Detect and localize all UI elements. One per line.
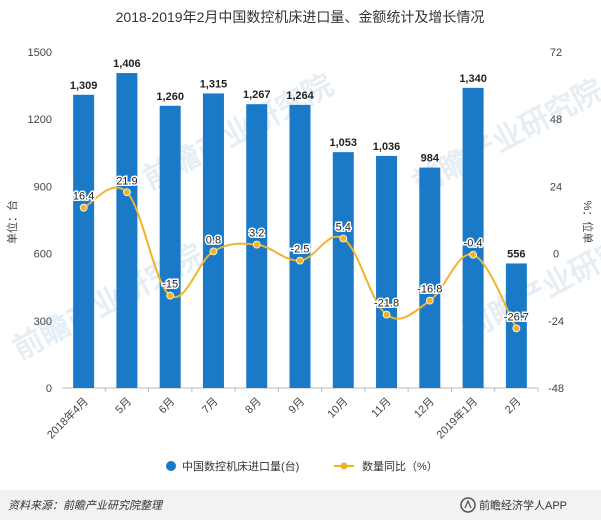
brand-logo-icon	[460, 497, 476, 513]
bar-value-label: 556	[507, 248, 525, 260]
left-tick-label: 600	[34, 249, 52, 261]
line-point	[425, 296, 434, 305]
line-point	[123, 188, 131, 197]
line-point	[339, 234, 348, 243]
left-tick-label: 900	[34, 181, 52, 193]
line-value-label: 21.9	[116, 175, 137, 187]
legend-line-label: 数量同比（%）	[362, 460, 438, 473]
x-tick-label: 7月	[200, 396, 221, 417]
bar	[332, 152, 354, 388]
bar-value-label: 1,036	[373, 141, 401, 153]
line-value-label: 0.8	[206, 234, 221, 246]
x-tick-label: 6月	[157, 396, 178, 417]
bar-value-label: 1,264	[286, 90, 314, 102]
line-value-label: -0.4	[464, 238, 483, 250]
left-axis-label: 单位：台	[5, 200, 19, 244]
x-tick-label: 10月	[325, 396, 350, 421]
line-layer: 16.4 21.9 -15 0.8 3.2 -2.5 5.4 -21.8 -16.8 -0.4 -2…	[71, 174, 530, 333]
x-tick-label: 2019年1月	[433, 394, 480, 441]
right-tick-label: 0	[553, 249, 559, 261]
line-value-label: 5.4	[336, 221, 351, 233]
line-value-label: 16.4	[73, 191, 94, 203]
bar-value-label: 1,053	[330, 137, 358, 149]
line-value-label: -21.8	[374, 298, 399, 310]
line-value-label: -16.8	[417, 284, 442, 296]
line-point	[296, 256, 304, 265]
bar-value-label: 1,315	[200, 78, 228, 90]
legend-bar-swatch	[166, 461, 176, 471]
right-tick-label: 48	[550, 114, 562, 126]
legend: 中国数控机床进口量(台) 数量同比（%）	[166, 459, 438, 473]
line-value-label: -2.5	[291, 244, 310, 256]
line-point	[382, 310, 391, 319]
line-point	[166, 291, 175, 300]
bar	[462, 87, 484, 388]
line-value-label: -26.7	[504, 311, 529, 323]
legend-line-marker	[340, 462, 348, 470]
right-tick-label: -24	[548, 316, 564, 328]
footer-background	[0, 490, 601, 520]
line-point	[209, 247, 218, 256]
brand-logo	[460, 497, 476, 513]
left-tick-label: 1200	[28, 114, 52, 126]
x-tick-label: 12月	[412, 396, 437, 421]
right-tick-label: 72	[550, 47, 562, 59]
bars-layer	[73, 73, 527, 388]
legend-bar-label: 中国数控机床进口量(台)	[182, 459, 299, 473]
bar-value-label: 1,309	[70, 80, 98, 92]
brand-logo-mark	[464, 499, 472, 509]
bar	[159, 105, 181, 388]
x-tick-label: 11月	[369, 396, 393, 420]
bar-value-label: 1,260	[156, 91, 184, 103]
bar	[419, 167, 441, 388]
line-point	[469, 250, 477, 259]
footer-brand: 前瞻经济学人APP	[479, 498, 567, 512]
bar-labels-layer: 1,309 1,406 1,260 1,315 1,267 1,264 1,053 1,036…	[70, 58, 526, 260]
line-point	[252, 240, 261, 249]
line-value-label: 3.2	[249, 228, 264, 240]
x-tick-label: 8月	[243, 396, 264, 417]
left-tick-label: 1500	[28, 47, 52, 59]
chart-title: 2018-2019年2月中国数控机床进口量、金额统计及增长情况	[116, 9, 485, 25]
line-value-label: -15	[162, 279, 178, 291]
line-point	[79, 203, 88, 212]
right-axis: -48 -24 0 24 48 72	[548, 47, 564, 395]
bar	[73, 94, 95, 388]
bar-value-label: 1,267	[243, 89, 271, 101]
left-tick-label: 300	[34, 316, 52, 328]
bar	[202, 93, 224, 388]
bar-value-label: 984	[421, 153, 440, 165]
left-axis: 0 300 600 900 1200 1500	[28, 47, 52, 395]
bar	[116, 73, 138, 388]
bar-value-label: 1,406	[113, 58, 141, 70]
right-tick-label: 24	[550, 181, 562, 193]
right-tick-label: -48	[548, 383, 564, 395]
x-tick-label: 5月	[113, 396, 134, 417]
bar	[289, 104, 311, 388]
x-tick-label: 2月	[503, 396, 524, 417]
left-tick-label: 0	[46, 383, 52, 395]
bar-value-label: 1,340	[459, 73, 487, 85]
footer-source: 资料来源：前瞻产业研究院整理	[8, 499, 164, 512]
x-tick-label: 2018年4月	[44, 394, 91, 441]
x-tick-label: 9月	[287, 396, 308, 417]
right-axis-label: %：位单	[581, 201, 595, 244]
bar	[376, 155, 398, 388]
line-point	[512, 324, 521, 333]
